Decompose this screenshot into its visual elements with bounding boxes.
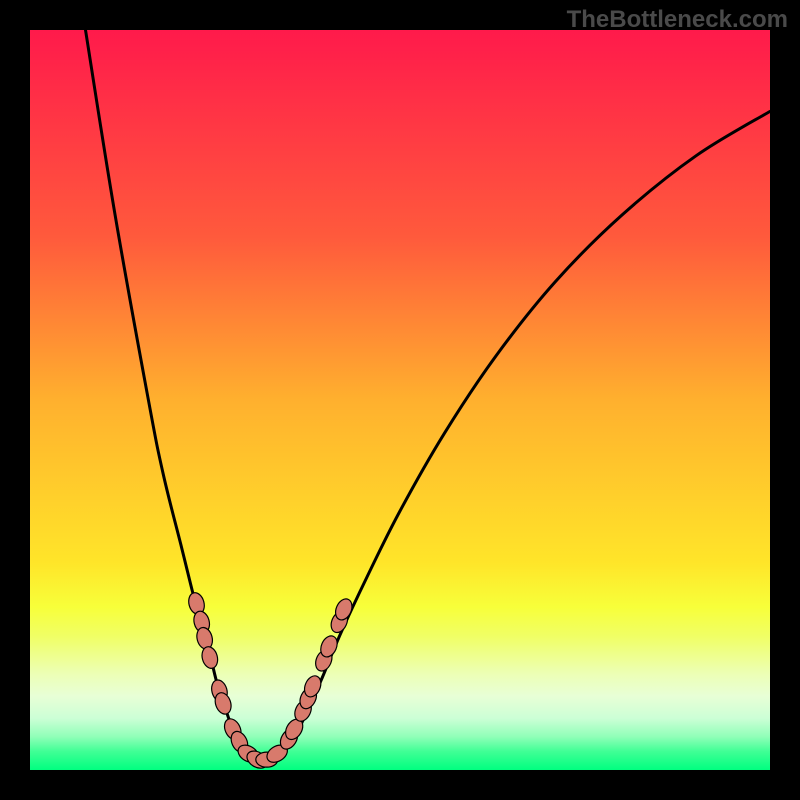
watermark-text: TheBottleneck.com (567, 6, 788, 34)
chart-svg (0, 0, 800, 800)
bottleneck-chart: TheBottleneck.com (0, 0, 800, 800)
